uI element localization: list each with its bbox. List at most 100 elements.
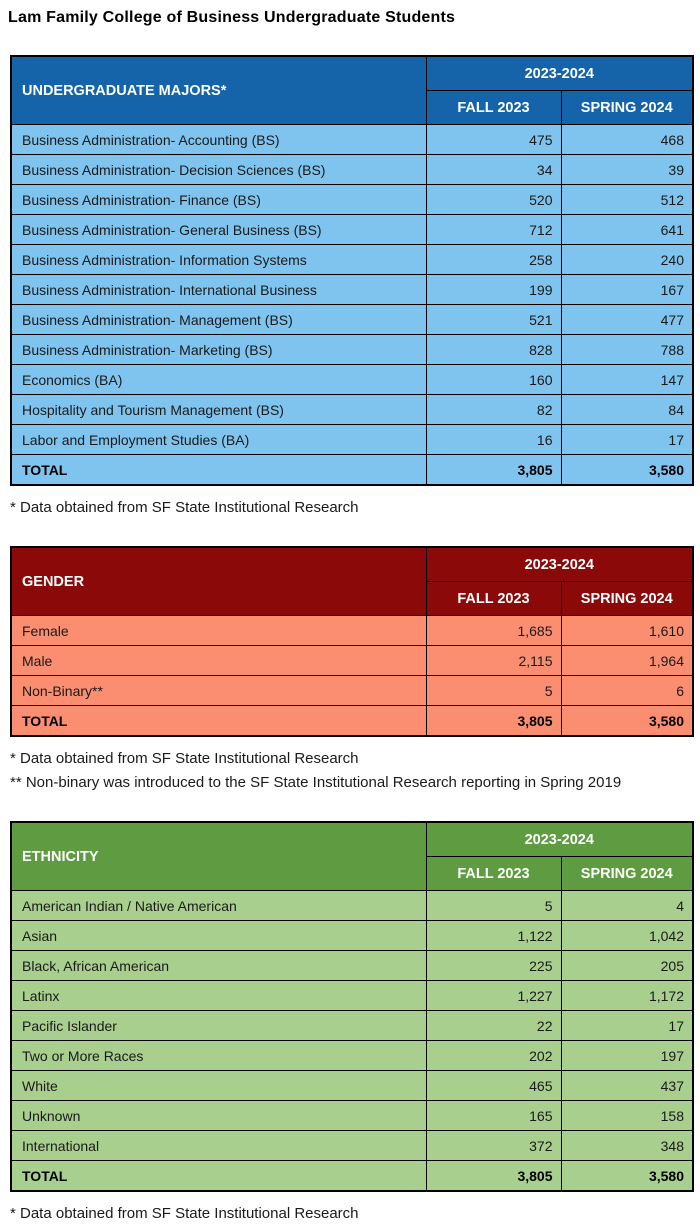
- row-label: Business Administration- Information Sys…: [10, 244, 427, 275]
- table-row: Two or More Races 202 197: [10, 1040, 694, 1071]
- table-row: Business Administration- Marketing (BS) 8…: [10, 334, 694, 365]
- year-span-header: 2023-2024: [425, 821, 694, 857]
- ethnicity-table-header: ETHNICITY 2023-2024 FALL 2023 SPRING 2024: [10, 821, 694, 891]
- fall-value: 465: [425, 1070, 562, 1101]
- fall-value: 22: [425, 1010, 562, 1041]
- table-row: Labor and Employment Studies (BA) 16 17: [10, 424, 694, 455]
- footnote: * Data obtained from SF State Institutio…: [10, 499, 359, 516]
- total-label: TOTAL: [10, 454, 427, 486]
- row-label: Business Administration- Marketing (BS): [10, 334, 427, 365]
- spring-value: 39: [560, 154, 694, 185]
- spring-value: 1,172: [560, 980, 694, 1011]
- spring-value: 468: [560, 124, 694, 155]
- row-label: Latinx: [10, 980, 427, 1011]
- spring-column-header: SPRING 2024: [560, 856, 694, 891]
- fall-value: 5: [425, 675, 562, 706]
- fall-value: 34: [425, 154, 562, 185]
- spring-value: 240: [560, 244, 694, 275]
- row-label: Non-Binary**: [10, 675, 427, 706]
- gender-table-header: GENDER 2023-2024 FALL 2023 SPRING 2024: [10, 546, 694, 616]
- table-row: Business Administration- Information Sys…: [10, 244, 694, 275]
- section-gender: GENDER 2023-2024 FALL 2023 SPRING 2024 Femal…: [0, 546, 700, 793]
- spring-value: 437: [560, 1070, 694, 1101]
- row-label: Asian: [10, 920, 427, 951]
- table-row: Pacific Islander 22 17: [10, 1010, 694, 1041]
- footnote: ** Non-binary was introduced to the SF S…: [10, 774, 622, 791]
- gender-category-header: GENDER: [10, 546, 427, 616]
- total-fall-value: 3,805: [425, 454, 562, 486]
- fall-value: 202: [425, 1040, 562, 1071]
- year-span-header: 2023-2024: [425, 546, 694, 582]
- fall-value: 199: [425, 274, 562, 305]
- row-label: Business Administration- General Busines…: [10, 214, 427, 245]
- table-row: Male 2,115 1,964: [10, 645, 694, 676]
- total-spring-value: 3,580: [560, 1160, 694, 1192]
- ethnicity-table: ETHNICITY 2023-2024 FALL 2023 SPRING 2024 Am…: [10, 821, 694, 1192]
- spring-value: 1,964: [560, 645, 694, 676]
- table-row: Hospitality and Tourism Management (BS) 8…: [10, 394, 694, 425]
- fall-value: 521: [425, 304, 562, 335]
- spring-value: 17: [560, 424, 694, 455]
- row-label: International: [10, 1130, 427, 1161]
- table-row: Business Administration- Management (BS)…: [10, 304, 694, 335]
- majors-category-header: UNDERGRADUATE MAJORS*: [10, 55, 427, 125]
- fall-value: 372: [425, 1130, 562, 1161]
- table-row: American Indian / Native American 5 4: [10, 890, 694, 921]
- table-row: Economics (BA) 160 147: [10, 364, 694, 395]
- fall-value: 828: [425, 334, 562, 365]
- fall-value: 2,115: [425, 645, 562, 676]
- row-label: Black, African American: [10, 950, 427, 981]
- spring-value: 1,042: [560, 920, 694, 951]
- spring-value: 197: [560, 1040, 694, 1071]
- majors-table: UNDERGRADUATE MAJORS* 2023-2024 FALL 2023 S…: [10, 55, 694, 486]
- gender-table: GENDER 2023-2024 FALL 2023 SPRING 2024 Femal…: [10, 546, 694, 737]
- total-spring-value: 3,580: [560, 454, 694, 486]
- total-fall-value: 3,805: [425, 1160, 562, 1192]
- table-row: Asian 1,122 1,042: [10, 920, 694, 951]
- fall-value: 520: [425, 184, 562, 215]
- fall-value: 82: [425, 394, 562, 425]
- table-row: Business Administration- Accounting (BS)…: [10, 124, 694, 155]
- ethnicity-category-header: ETHNICITY: [10, 821, 427, 891]
- row-label: Economics (BA): [10, 364, 427, 395]
- fall-value: 1,122: [425, 920, 562, 951]
- row-label: Female: [10, 615, 427, 646]
- table-row: Non-Binary** 5 6: [10, 675, 694, 706]
- year-span-header: 2023-2024: [425, 55, 694, 91]
- tables-container: UNDERGRADUATE MAJORS* 2023-2024 FALL 2023 S…: [0, 55, 700, 1224]
- section-ethnicity: ETHNICITY 2023-2024 FALL 2023 SPRING 2024 Am…: [0, 821, 700, 1224]
- fall-value: 16: [425, 424, 562, 455]
- spring-value: 147: [560, 364, 694, 395]
- spring-value: 1,610: [560, 615, 694, 646]
- row-label: Male: [10, 645, 427, 676]
- spring-column-header: SPRING 2024: [560, 90, 694, 125]
- row-label: Business Administration- Finance (BS): [10, 184, 427, 215]
- footnote: * Data obtained from SF State Institutio…: [10, 1205, 359, 1222]
- table-row: International 372 348: [10, 1130, 694, 1161]
- spring-value: 788: [560, 334, 694, 365]
- row-label: Business Administration- Management (BS): [10, 304, 427, 335]
- spring-value: 641: [560, 214, 694, 245]
- row-label: American Indian / Native American: [10, 890, 427, 921]
- fall-value: 165: [425, 1100, 562, 1131]
- table-row: Black, African American 225 205: [10, 950, 694, 981]
- row-label: Business Administration- International B…: [10, 274, 427, 305]
- fall-value: 712: [425, 214, 562, 245]
- spring-value: 6: [560, 675, 694, 706]
- total-row: TOTAL 3,805 3,580: [10, 1160, 694, 1192]
- row-label: Unknown: [10, 1100, 427, 1131]
- spring-value: 4: [560, 890, 694, 921]
- spring-value: 477: [560, 304, 694, 335]
- table-row: White 465 437: [10, 1070, 694, 1101]
- table-row: Business Administration- General Busines…: [10, 214, 694, 245]
- spring-value: 512: [560, 184, 694, 215]
- fall-value: 225: [425, 950, 562, 981]
- fall-value: 258: [425, 244, 562, 275]
- fall-value: 160: [425, 364, 562, 395]
- spring-column-header: SPRING 2024: [560, 581, 694, 616]
- row-label: Business Administration- Decision Scienc…: [10, 154, 427, 185]
- spring-value: 348: [560, 1130, 694, 1161]
- spring-value: 158: [560, 1100, 694, 1131]
- spring-value: 84: [560, 394, 694, 425]
- table-row: Unknown 165 158: [10, 1100, 694, 1131]
